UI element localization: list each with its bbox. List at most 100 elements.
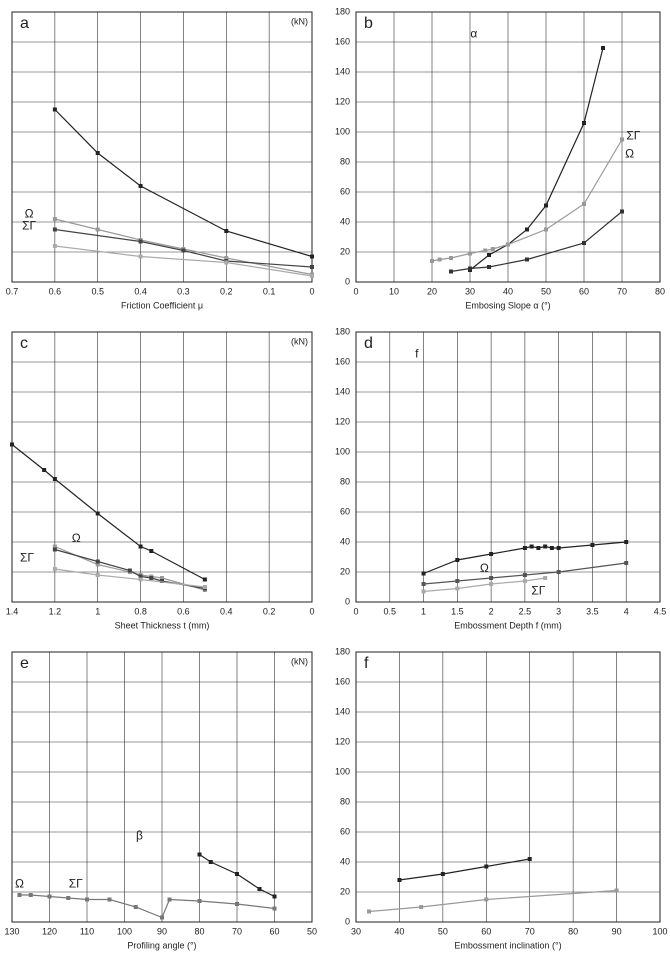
x-axis-label: Embossment Depth f (mm) xyxy=(454,620,562,630)
x-tick-label: 130 xyxy=(4,926,19,936)
x-tick-label: 0 xyxy=(309,606,314,616)
data-point xyxy=(203,585,207,589)
data-point xyxy=(149,549,153,553)
data-point xyxy=(449,256,453,260)
series-line xyxy=(20,895,275,918)
x-tick-label: 80 xyxy=(568,926,578,936)
unit-label: (kN) xyxy=(291,656,308,666)
x-tick-label: 0.2 xyxy=(220,286,233,296)
x-axis-label: Profiling angle (°) xyxy=(127,940,196,950)
data-point xyxy=(483,249,487,253)
data-point xyxy=(536,546,540,550)
data-point xyxy=(449,270,453,274)
x-tick-label: 90 xyxy=(612,926,622,936)
x-tick-label: 1.4 xyxy=(6,606,19,616)
panel-label: a xyxy=(20,15,29,32)
y-tick-label: 160 xyxy=(335,36,350,46)
data-point xyxy=(543,576,547,580)
data-point xyxy=(235,872,239,876)
y-tick-label: 40 xyxy=(340,216,350,226)
data-point xyxy=(168,898,172,902)
data-point xyxy=(544,228,548,232)
data-point xyxy=(258,887,262,891)
data-point xyxy=(544,204,548,208)
annotation: ΣΓ xyxy=(531,584,545,598)
data-point xyxy=(10,443,14,447)
data-point xyxy=(620,138,624,142)
data-point xyxy=(468,267,472,271)
data-point xyxy=(523,573,527,577)
data-point xyxy=(310,274,314,278)
x-tick-label: 100 xyxy=(652,926,667,936)
data-point xyxy=(42,468,46,472)
panel-label: e xyxy=(20,655,29,672)
x-tick-label: 0 xyxy=(353,606,358,616)
x-tick-label: 40 xyxy=(394,926,404,936)
data-point xyxy=(543,545,547,549)
data-point xyxy=(310,265,314,269)
y-tick-label: 20 xyxy=(340,566,350,576)
y-tick-label: 0 xyxy=(345,276,350,286)
x-tick-label: 0.4 xyxy=(220,606,233,616)
data-point xyxy=(525,258,529,262)
x-tick-label: 0.7 xyxy=(6,286,19,296)
annotation: ΣΓ xyxy=(20,551,34,565)
plot-frame xyxy=(12,12,312,282)
y-tick-label: 20 xyxy=(340,886,350,896)
data-point xyxy=(134,905,138,909)
series-line xyxy=(369,891,617,912)
data-point xyxy=(455,558,459,562)
x-tick-label: 0.6 xyxy=(177,606,190,616)
y-tick-label: 180 xyxy=(335,326,350,336)
annotation: Ω xyxy=(72,531,81,545)
data-point xyxy=(139,240,143,244)
data-point xyxy=(430,259,434,263)
panel-label: d xyxy=(364,335,373,352)
x-tick-label: 50 xyxy=(307,926,317,936)
data-point xyxy=(624,561,628,565)
x-tick-label: 0 xyxy=(353,286,358,296)
data-point xyxy=(235,902,239,906)
annotation: f xyxy=(415,347,419,361)
data-point xyxy=(582,121,586,125)
data-point xyxy=(96,151,100,155)
data-point xyxy=(438,258,442,262)
x-tick-label: 30 xyxy=(465,286,475,296)
data-point xyxy=(441,872,445,876)
x-tick-label: 0.3 xyxy=(177,286,190,296)
x-tick-label: 120 xyxy=(42,926,57,936)
y-tick-label: 180 xyxy=(335,646,350,656)
data-point xyxy=(550,546,554,550)
data-point xyxy=(506,243,510,247)
y-tick-label: 140 xyxy=(335,66,350,76)
data-point xyxy=(487,265,491,269)
data-point xyxy=(601,46,605,50)
data-point xyxy=(96,560,100,564)
x-tick-label: 3.5 xyxy=(586,606,599,616)
x-tick-label: 70 xyxy=(232,926,242,936)
data-point xyxy=(48,895,52,899)
annotation: α xyxy=(470,27,477,41)
data-point xyxy=(181,249,185,253)
y-tick-label: 120 xyxy=(335,96,350,106)
y-tick-label: 100 xyxy=(335,446,350,456)
annotation: ΣΓ xyxy=(22,219,36,233)
data-point xyxy=(273,907,277,911)
x-tick-label: 0.5 xyxy=(384,606,397,616)
annotation: Ω xyxy=(625,147,634,161)
data-point xyxy=(310,255,314,259)
data-point xyxy=(85,898,89,902)
data-point xyxy=(491,247,495,251)
x-tick-label: 40 xyxy=(503,286,513,296)
plot-frame xyxy=(356,332,660,602)
series-line xyxy=(424,578,546,592)
data-point xyxy=(523,546,527,550)
data-point xyxy=(273,895,277,899)
data-point xyxy=(489,552,493,556)
data-point xyxy=(367,910,371,914)
x-axis-label: Embosing Slope α (°) xyxy=(465,300,550,310)
data-point xyxy=(422,572,426,576)
x-tick-label: 100 xyxy=(117,926,132,936)
y-tick-label: 160 xyxy=(335,356,350,366)
plot-frame xyxy=(356,652,660,922)
